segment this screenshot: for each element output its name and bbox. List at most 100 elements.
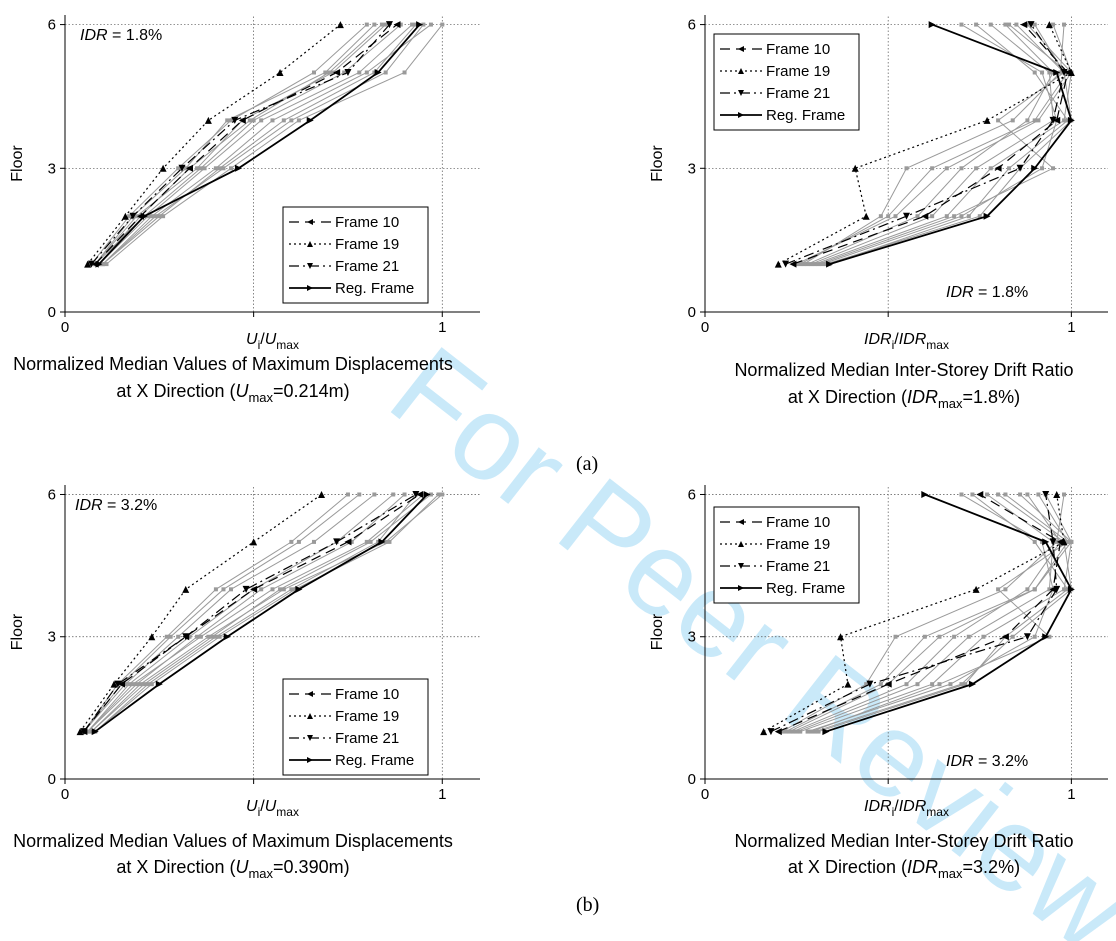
- legend-label: Reg. Frame: [335, 280, 414, 297]
- grey-series-point: [164, 634, 169, 639]
- grey-series-point: [988, 22, 993, 27]
- series-point: [921, 212, 929, 220]
- legend-marker: [738, 68, 744, 74]
- grey-series-point: [1007, 22, 1012, 27]
- y-tick-label: 6: [48, 17, 56, 34]
- grey-series-point: [217, 166, 222, 171]
- grey-series-point: [387, 539, 392, 544]
- grey-series-point: [210, 634, 215, 639]
- caption-line-1: Normalized Median Values of Maximum Disp…: [13, 831, 453, 851]
- grey-series-point: [779, 729, 784, 734]
- grey-series-point: [402, 70, 407, 75]
- grey-series-point: [1065, 118, 1070, 123]
- series-point: [140, 212, 148, 220]
- grey-series-point: [402, 492, 407, 497]
- grey-series-line: [106, 24, 443, 265]
- x-tick-label: 0: [61, 319, 69, 336]
- series-point: [1049, 116, 1057, 124]
- series-point: [822, 728, 830, 736]
- series-point: [118, 680, 126, 688]
- series-point: [1027, 21, 1035, 29]
- grey-series-line: [796, 494, 1054, 733]
- grey-series-point: [930, 682, 935, 687]
- panel-label-b: (b): [576, 894, 599, 916]
- grey-series-point: [1003, 492, 1008, 497]
- series-point: [1053, 116, 1061, 124]
- series-point: [972, 585, 980, 593]
- series-point: [844, 680, 852, 688]
- grey-series-point: [391, 492, 396, 497]
- series-point: [87, 260, 95, 268]
- grey-series-point: [959, 166, 964, 171]
- grey-series-point: [270, 587, 275, 592]
- series-point: [318, 490, 326, 498]
- caption-line-2: at X Direction (Umax=0.214m): [116, 381, 349, 405]
- grey-series-point: [805, 262, 810, 267]
- grey-series-point: [948, 682, 953, 687]
- series-point: [1042, 633, 1050, 641]
- grey-series-point: [149, 214, 154, 219]
- series-point: [344, 68, 352, 76]
- grey-series-point: [225, 118, 230, 123]
- grey-series-point: [1058, 70, 1063, 75]
- legend: Frame 10 Frame 19 Frame 21 Reg. Frame: [713, 33, 860, 131]
- grey-series-point: [195, 166, 200, 171]
- grey-series-point: [176, 166, 181, 171]
- series-point: [983, 212, 991, 220]
- grey-series-point: [293, 587, 298, 592]
- legend-label: Frame 19: [335, 708, 399, 725]
- grey-series-point: [296, 539, 301, 544]
- grey-series-point: [809, 262, 814, 267]
- grey-series-point: [168, 634, 173, 639]
- series-point: [76, 728, 84, 736]
- grey-series-line: [800, 24, 1069, 265]
- grey-series-point: [996, 492, 1001, 497]
- legend-marker: [307, 285, 313, 291]
- grey-series-line: [94, 494, 439, 732]
- grey-series-point: [323, 70, 328, 75]
- grey-series-point: [281, 587, 286, 592]
- grey-series-line: [91, 494, 432, 732]
- legend-label: Reg. Frame: [766, 107, 845, 124]
- grey-series-line: [807, 24, 1054, 265]
- grey-series-point: [790, 729, 795, 734]
- grey-series-point: [213, 587, 218, 592]
- y-axis-label: Floor: [9, 613, 26, 650]
- grey-series-point: [198, 166, 203, 171]
- grey-series-point: [1065, 587, 1070, 592]
- series-point: [182, 633, 190, 641]
- grey-series-point: [421, 492, 426, 497]
- grey-series-point: [364, 539, 369, 544]
- grey-series-point: [1032, 22, 1037, 27]
- series-point: [789, 260, 797, 268]
- y-axis-label: Floor: [9, 145, 26, 182]
- legend: Frame 10 Frame 19 Frame 21 Reg. Frame: [713, 506, 860, 604]
- grey-series-point: [149, 682, 154, 687]
- grey-series-point: [1051, 70, 1056, 75]
- series-point: [333, 68, 341, 76]
- legend-marker: [738, 112, 744, 118]
- caption-line-1: Normalized Median Inter-Storey Drift Rat…: [734, 831, 1073, 851]
- legend-marker: [307, 219, 313, 225]
- grey-series-point: [183, 166, 188, 171]
- legend-label: Frame 10: [335, 214, 399, 231]
- grey-series-point: [812, 729, 817, 734]
- series-point: [223, 633, 231, 641]
- series-point: [295, 585, 303, 593]
- series-point: [976, 490, 984, 498]
- grey-series-point: [1062, 22, 1067, 27]
- caption-line-1: Normalized Median Values of Maximum Disp…: [13, 354, 453, 374]
- grey-series-line: [91, 24, 368, 265]
- grey-series-point: [893, 214, 898, 219]
- grey-series-point: [996, 587, 1001, 592]
- grey-series-point: [812, 262, 817, 267]
- legend-label: Frame 21: [766, 85, 830, 102]
- grey-series-point: [440, 22, 445, 27]
- grey-series-point: [372, 492, 377, 497]
- series-point: [866, 680, 874, 688]
- grey-series-point: [1010, 634, 1015, 639]
- grey-series-point: [372, 22, 377, 27]
- grey-series-point: [206, 634, 211, 639]
- grey-series-point: [878, 682, 883, 687]
